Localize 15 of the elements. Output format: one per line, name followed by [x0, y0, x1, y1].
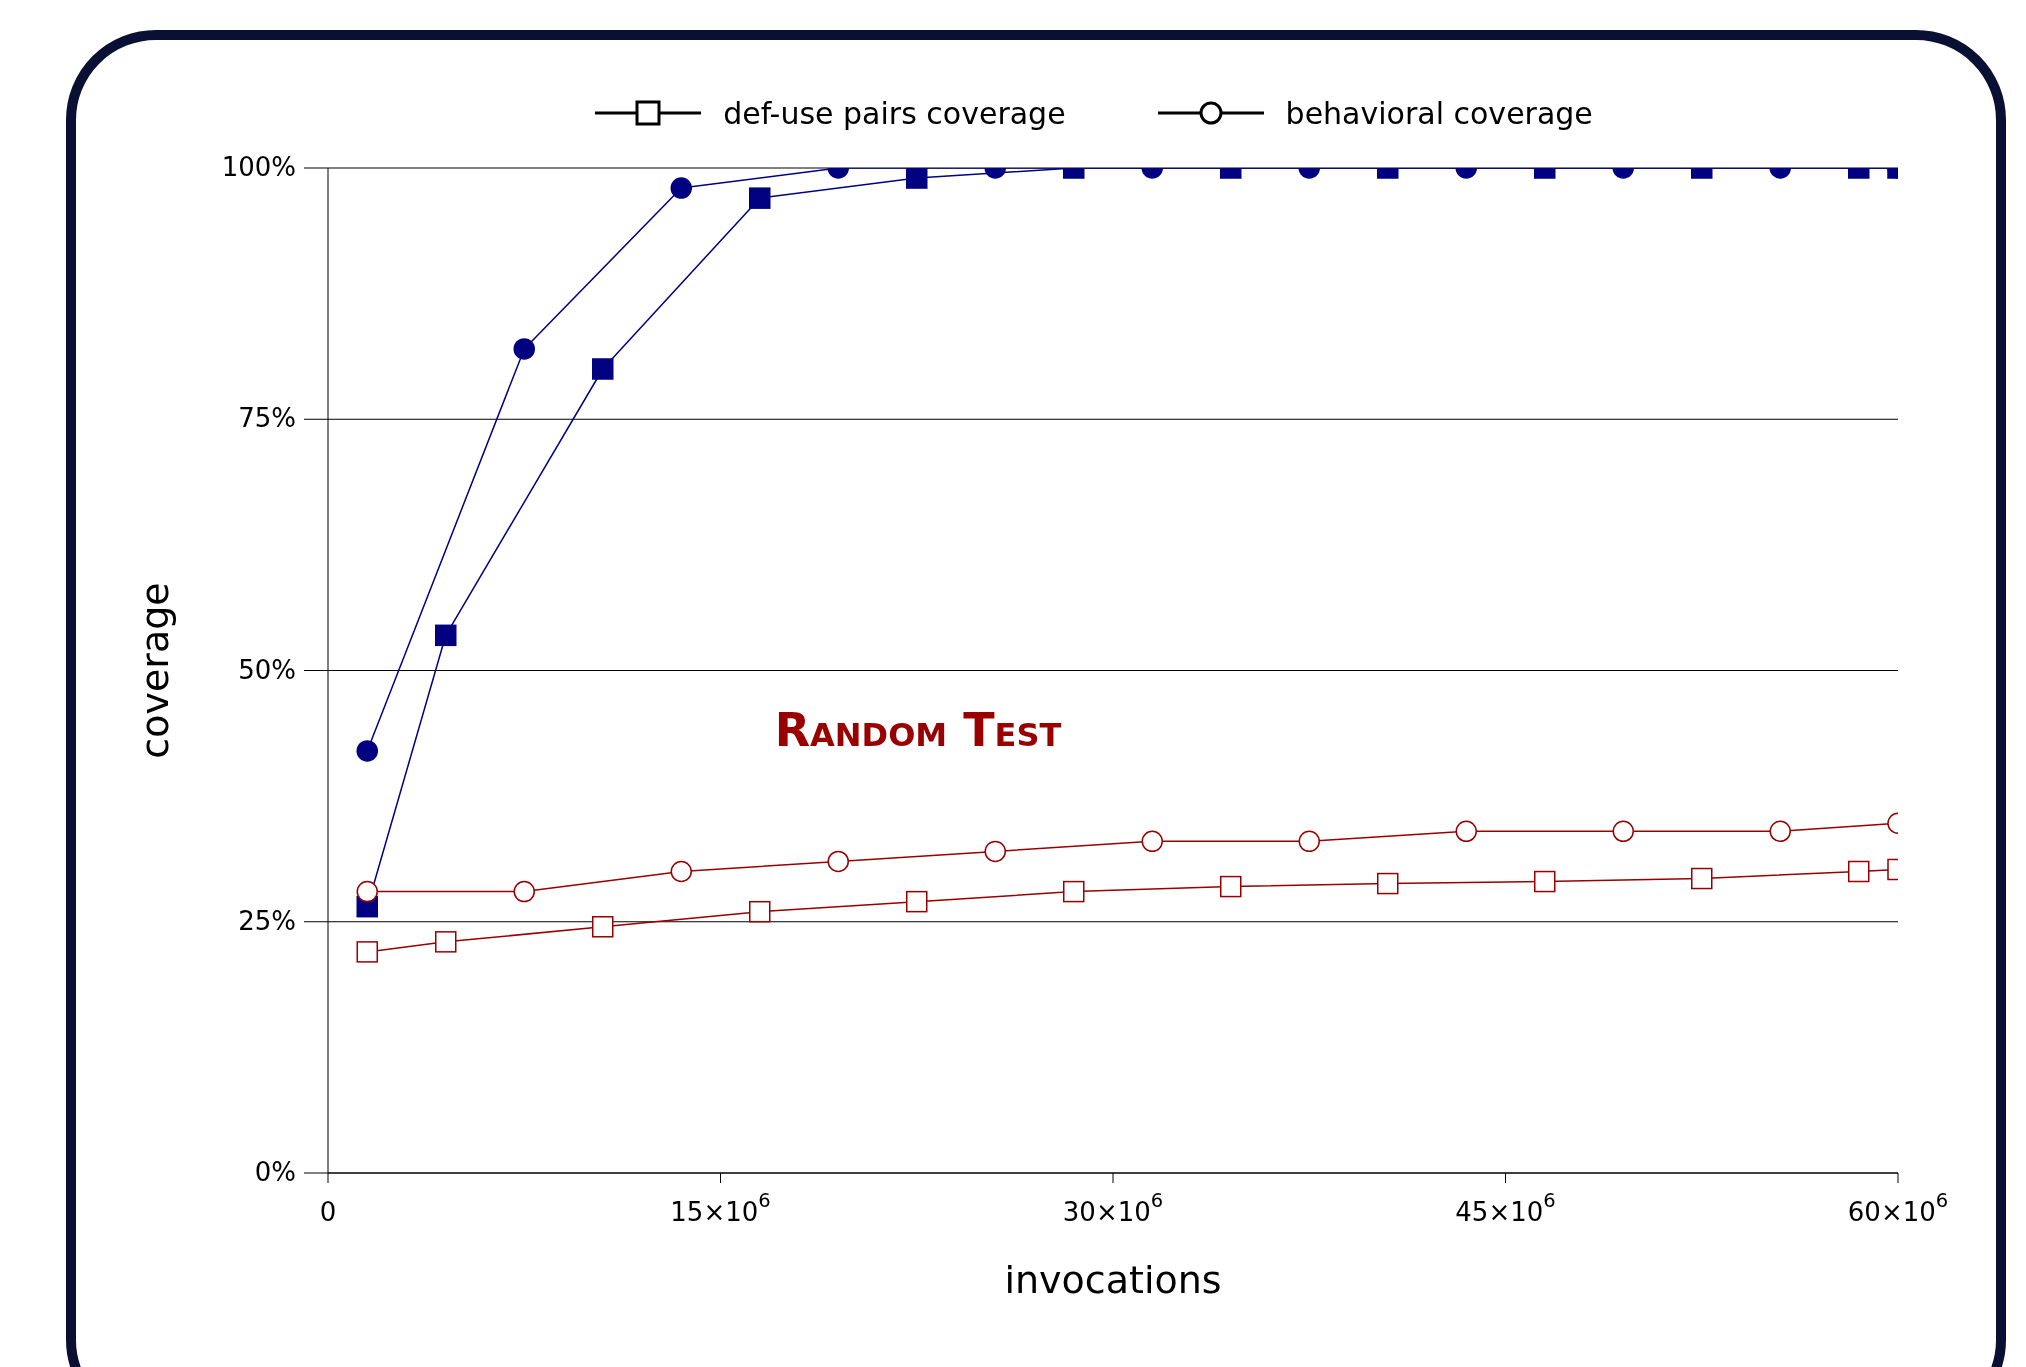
y-tick-label: 25% [238, 905, 296, 936]
annotation: Random Test [773, 703, 1063, 757]
series-label: behavioral coverage [1285, 95, 1593, 131]
y-tick-label: 75% [238, 402, 296, 433]
y-tick-label: 100% [221, 151, 296, 182]
x-tick-label: 45×10$^{6}$ [1455, 1189, 1556, 1227]
y-axis-title: coverage [133, 582, 177, 759]
y-tick-label: 0% [254, 1156, 296, 1187]
x-tick-label: 0 [319, 1196, 337, 1227]
x-tick-label: 60×10$^{6}$ [1847, 1189, 1949, 1227]
x-axis-title: invocations [1004, 1258, 1222, 1302]
x-tick-label: 15×10$^{6}$ [670, 1189, 771, 1227]
y-tick-label: 50% [238, 654, 296, 684]
series-label: def-use pairs coverage [723, 95, 1066, 131]
x-tick-label: 30×10$^{6}$ [1062, 1189, 1164, 1227]
